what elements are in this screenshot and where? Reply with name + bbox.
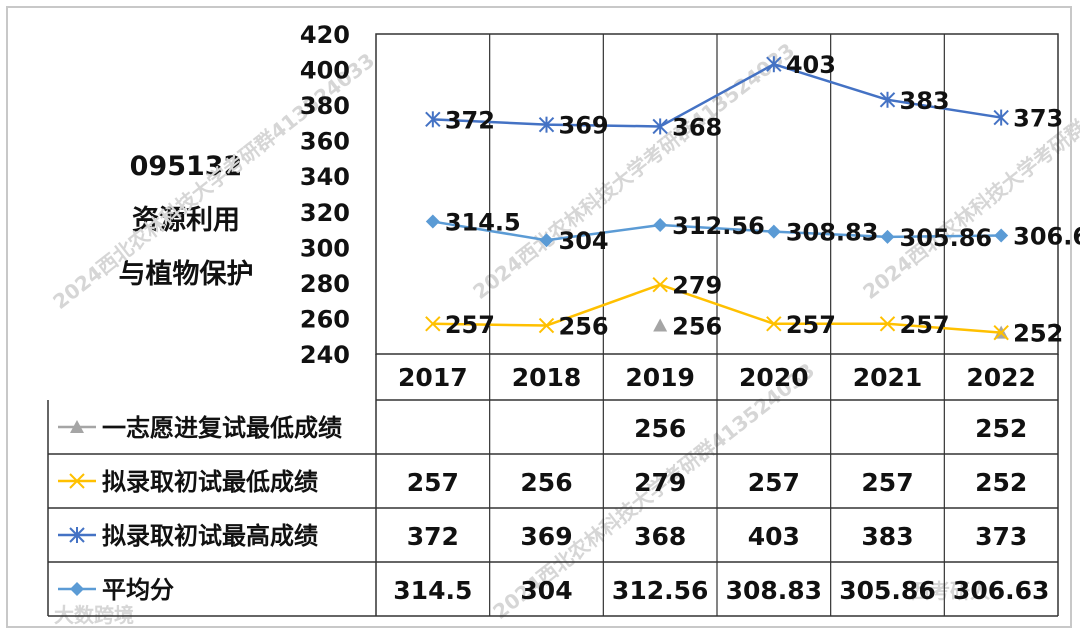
table-cell: 257 xyxy=(748,468,800,497)
data-table: 2017 2018 2019 2020 2021 2022 一志愿进复试最低成绩 256 252… xyxy=(47,354,1059,617)
data-label: 256 xyxy=(559,313,609,341)
data-point xyxy=(652,118,668,135)
plot-grid xyxy=(375,33,1059,355)
data-label: 257 xyxy=(445,311,495,339)
data-point xyxy=(766,56,782,73)
data-point xyxy=(993,109,1009,126)
legend-label: 一志愿进复试最低成绩 xyxy=(102,414,342,442)
data-label: 403 xyxy=(786,51,836,79)
data-label: 372 xyxy=(445,106,495,134)
chart-title-line-1: 095132 xyxy=(129,151,243,182)
data-point xyxy=(425,214,440,229)
data-point xyxy=(538,116,555,133)
data-point xyxy=(539,233,554,248)
data-point xyxy=(425,316,441,332)
data-point xyxy=(879,91,896,108)
x-category-label: 2021 xyxy=(853,363,923,392)
legend-key-marker xyxy=(70,582,84,596)
table-cell: 312.56 xyxy=(612,576,708,605)
data-label: 368 xyxy=(672,113,722,141)
table-cell: 314.5 xyxy=(393,576,472,605)
legend-key-marker xyxy=(69,473,85,489)
data-point xyxy=(425,111,441,128)
data-point xyxy=(766,224,781,239)
series-line xyxy=(432,283,1002,334)
data-point xyxy=(880,229,895,244)
data-label: 369 xyxy=(559,112,609,140)
table-cell: 372 xyxy=(407,522,459,551)
data-label: 252 xyxy=(1013,320,1063,348)
series-layer xyxy=(425,56,1009,341)
y-tick-label: 240 xyxy=(300,341,350,369)
chart-title: 095132 资源利用 与植物保护 xyxy=(96,140,276,302)
table-cell: 256 xyxy=(634,414,686,443)
y-tick-label: 340 xyxy=(300,163,350,191)
y-axis-ticks: 240 260 280 300 320 340 360 380 400 420 xyxy=(300,21,350,369)
table-cell: 308.83 xyxy=(726,576,822,605)
legend-key-marker xyxy=(70,420,84,433)
y-tick-label: 380 xyxy=(300,92,350,120)
table-cell: 257 xyxy=(861,468,913,497)
data-label: 305.86 xyxy=(900,224,993,252)
table-cell: 256 xyxy=(520,468,572,497)
table-cell: 306.63 xyxy=(953,576,1049,605)
data-label: 383 xyxy=(900,87,950,115)
table-cell: 252 xyxy=(975,414,1027,443)
watermark-text: 2024西北农林科技大学考研群413524033 xyxy=(858,38,1080,304)
y-tick-label: 320 xyxy=(300,199,350,227)
data-label: 308.83 xyxy=(786,219,879,247)
table-cell: 369 xyxy=(520,522,572,551)
table-cell: 403 xyxy=(748,522,800,551)
table-cell: 304 xyxy=(520,576,572,605)
table-cell: 368 xyxy=(634,522,686,551)
series-line xyxy=(432,63,1002,128)
data-point xyxy=(653,318,668,332)
data-label: 373 xyxy=(1013,105,1063,133)
watermark-logo-text: 西考研人 xyxy=(910,579,991,603)
data-label: 279 xyxy=(672,272,722,300)
data-label: 257 xyxy=(900,311,950,339)
data-point xyxy=(766,316,782,332)
y-tick-label: 360 xyxy=(300,128,350,156)
table-cell: 383 xyxy=(861,522,913,551)
x-category-label: 2018 xyxy=(512,363,582,392)
table-cell: 373 xyxy=(975,522,1027,551)
data-point xyxy=(652,276,668,293)
y-tick-label: 300 xyxy=(300,234,350,262)
data-label: 312.56 xyxy=(672,212,765,240)
data-point xyxy=(994,228,1009,243)
table-cell: 257 xyxy=(407,468,459,497)
data-label: 257 xyxy=(786,311,836,339)
legend-key-marker xyxy=(69,527,85,543)
data-label: 314.5 xyxy=(445,209,521,237)
data-label: 304 xyxy=(559,227,609,255)
x-category-label: 2019 xyxy=(625,363,695,392)
data-label: 306.63 xyxy=(1013,223,1080,251)
legend-label: 平均分 xyxy=(102,576,174,604)
data-label: 252 xyxy=(1013,320,1063,348)
table-cell: 252 xyxy=(975,468,1027,497)
y-tick-label: 260 xyxy=(300,305,350,333)
chart-title-line-3: 与植物保护 xyxy=(118,259,254,290)
chart-title-line-2: 资源利用 xyxy=(132,205,240,236)
legend-label: 拟录取初试最低成绩 xyxy=(102,468,318,496)
table-cell: 279 xyxy=(634,468,686,497)
data-point xyxy=(879,316,896,332)
series-line xyxy=(432,220,1002,242)
x-category-label: 2017 xyxy=(398,363,468,392)
y-tick-label: 280 xyxy=(300,270,350,298)
data-point xyxy=(538,317,555,334)
watermark-logo-text: 大数跨境 xyxy=(54,603,134,627)
y-tick-label: 420 xyxy=(300,21,350,49)
x-category-label: 2022 xyxy=(966,363,1036,392)
x-category-label: 2020 xyxy=(739,363,809,392)
data-point xyxy=(993,324,1009,341)
legend-label: 拟录取初试最高成绩 xyxy=(102,522,318,550)
data-point xyxy=(653,218,668,233)
table-cell: 305.86 xyxy=(839,576,935,605)
data-label: 256 xyxy=(672,313,722,341)
y-tick-label: 400 xyxy=(300,57,350,85)
